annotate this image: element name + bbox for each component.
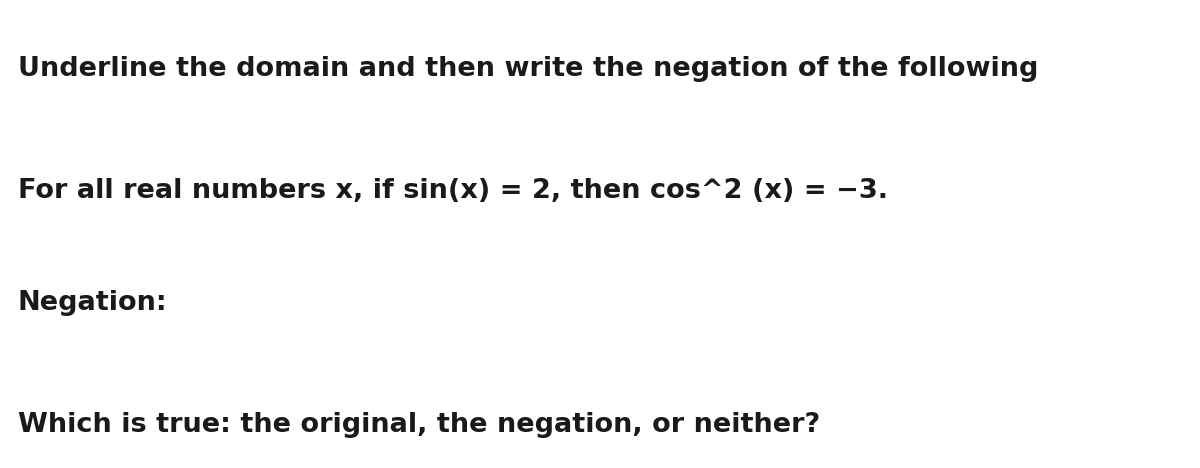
Text: Negation:: Negation: <box>18 290 168 316</box>
Text: For all real numbers x, if sin(x) = 2, then cos^2 (x) = −3.: For all real numbers x, if sin(x) = 2, t… <box>18 178 888 204</box>
Text: Underline the domain and then write the negation of the following: Underline the domain and then write the … <box>18 56 1038 82</box>
Text: Which is true: the original, the negation, or neither?: Which is true: the original, the negatio… <box>18 412 821 438</box>
